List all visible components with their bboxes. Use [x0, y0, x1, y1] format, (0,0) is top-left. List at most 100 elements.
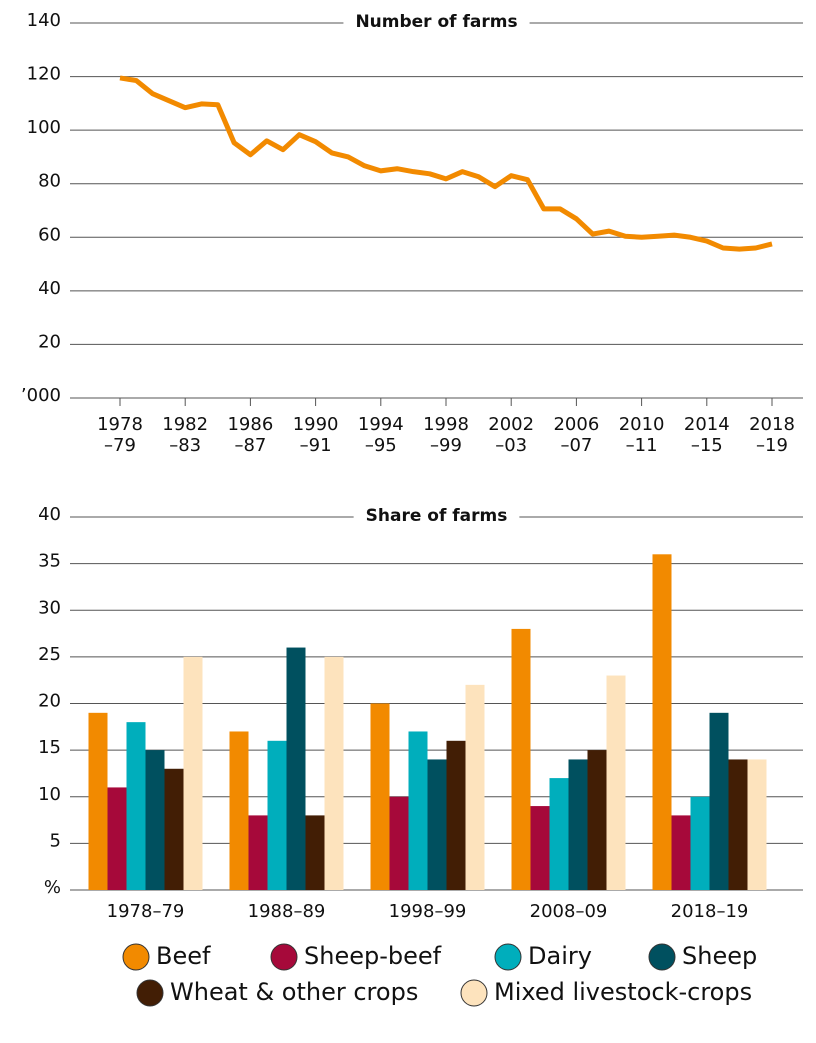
y-tick-label: 25 — [38, 644, 61, 665]
legend-swatch — [460, 979, 488, 1007]
legend-swatch — [136, 979, 164, 1007]
y-tick-label: ’000 — [21, 385, 61, 406]
y-tick-label: % — [44, 877, 61, 898]
x-tick-line: 2014 — [684, 414, 730, 435]
y-tick-label: 30 — [38, 597, 61, 618]
bar — [747, 759, 767, 890]
bar — [324, 656, 344, 890]
bar — [286, 647, 306, 890]
y-tick-label: 140 — [27, 10, 61, 31]
x-tick-line: 1986 — [227, 414, 273, 435]
bar — [427, 759, 447, 890]
bar — [107, 787, 127, 890]
x-tick-line: 1990 — [293, 414, 339, 435]
y-tick-label: 35 — [38, 551, 61, 572]
bar — [267, 740, 287, 890]
x-tick-line: –79 — [104, 435, 136, 456]
x-tick-label: 1998–99 — [423, 414, 469, 456]
legend-label: Dairy — [528, 942, 592, 970]
x-tick-label: 1988–89 — [248, 901, 326, 922]
bar — [229, 731, 249, 890]
y-tick-label: 120 — [27, 64, 61, 85]
y-tick-label: 60 — [38, 224, 61, 245]
legend-label: Sheep — [682, 942, 757, 970]
bar — [305, 815, 325, 890]
x-tick-label: 1986 –87 — [227, 414, 273, 456]
bar — [88, 712, 108, 890]
legend-swatch — [270, 943, 298, 971]
x-tick-line: –83 — [169, 435, 201, 456]
x-tick-label: 1990 –91 — [293, 414, 339, 456]
x-tick-label: 2014 –15 — [684, 414, 730, 456]
bar — [145, 750, 165, 890]
bar — [164, 768, 184, 890]
y-tick-label: 80 — [38, 171, 61, 192]
x-tick-label: 1978–79 — [107, 901, 185, 922]
y-tick-label: 15 — [38, 737, 61, 758]
legend-label: Wheat & other crops — [170, 978, 418, 1006]
bar — [370, 703, 390, 890]
x-tick-line: –03 — [495, 435, 527, 456]
bar — [183, 656, 203, 890]
x-tick-line: –19 — [756, 435, 788, 456]
x-tick-label: 2002 –03 — [488, 414, 534, 456]
title-background — [353, 507, 520, 527]
x-tick-line: –95 — [365, 435, 397, 456]
x-tick-line: 1998 — [423, 414, 469, 435]
x-tick-label: 2008–09 — [530, 901, 608, 922]
bar — [690, 796, 710, 890]
x-tick-line: –11 — [626, 435, 658, 456]
legend-swatch — [648, 943, 676, 971]
bar — [248, 815, 268, 890]
x-tick-line: –91 — [300, 435, 332, 456]
x-tick-line: –07 — [560, 435, 592, 456]
x-tick-label: 2010 –11 — [619, 414, 665, 456]
bar — [389, 796, 409, 890]
x-tick-label: 1998–99 — [389, 901, 467, 922]
x-tick-label: 2006 –07 — [553, 414, 599, 456]
x-tick-line: 2006 — [553, 414, 599, 435]
bar — [709, 712, 729, 890]
chart-title: Share of farms — [366, 506, 508, 526]
y-tick-label: 20 — [38, 691, 61, 712]
chart-title: Number of farms — [355, 12, 517, 32]
x-tick-line: –15 — [691, 435, 723, 456]
bar — [606, 675, 626, 890]
y-tick-label: 40 — [38, 278, 61, 299]
bar — [568, 759, 588, 890]
bar — [549, 778, 569, 890]
x-tick-line: 1978 — [97, 414, 143, 435]
x-tick-label: 1982 –83 — [162, 414, 208, 456]
legend-swatch — [122, 943, 150, 971]
bar — [408, 731, 428, 890]
y-tick-label: 20 — [38, 331, 61, 352]
bar — [728, 759, 748, 890]
bar — [671, 815, 691, 890]
x-tick-label: 2018–19 — [749, 414, 795, 456]
x-tick-label: 2018–19 — [671, 901, 749, 922]
title-background — [343, 13, 530, 33]
x-tick-line: 1994 — [358, 414, 404, 435]
legend-label: Sheep-beef — [304, 942, 442, 970]
legend-label: Beef — [156, 942, 211, 970]
bar — [587, 750, 607, 890]
bar — [465, 684, 485, 890]
bar — [652, 554, 672, 890]
y-tick-label: 5 — [50, 830, 61, 851]
legend-swatch — [494, 943, 522, 971]
legend-label: Mixed livestock-crops — [494, 978, 752, 1006]
y-tick-label: 10 — [38, 784, 61, 805]
x-tick-line: 2002 — [488, 414, 534, 435]
x-tick-label: 1978–79 — [97, 414, 143, 456]
x-tick-line: 1982 — [162, 414, 208, 435]
bar — [446, 740, 466, 890]
x-tick-label: 1994 –95 — [358, 414, 404, 456]
bar — [530, 806, 550, 890]
y-tick-label: 100 — [27, 117, 61, 138]
line — [119, 75, 773, 252]
bar — [511, 628, 531, 890]
x-tick-line: 2018 — [749, 414, 795, 435]
x-tick-line: –99 — [430, 435, 462, 456]
y-tick-label: 40 — [38, 504, 61, 525]
